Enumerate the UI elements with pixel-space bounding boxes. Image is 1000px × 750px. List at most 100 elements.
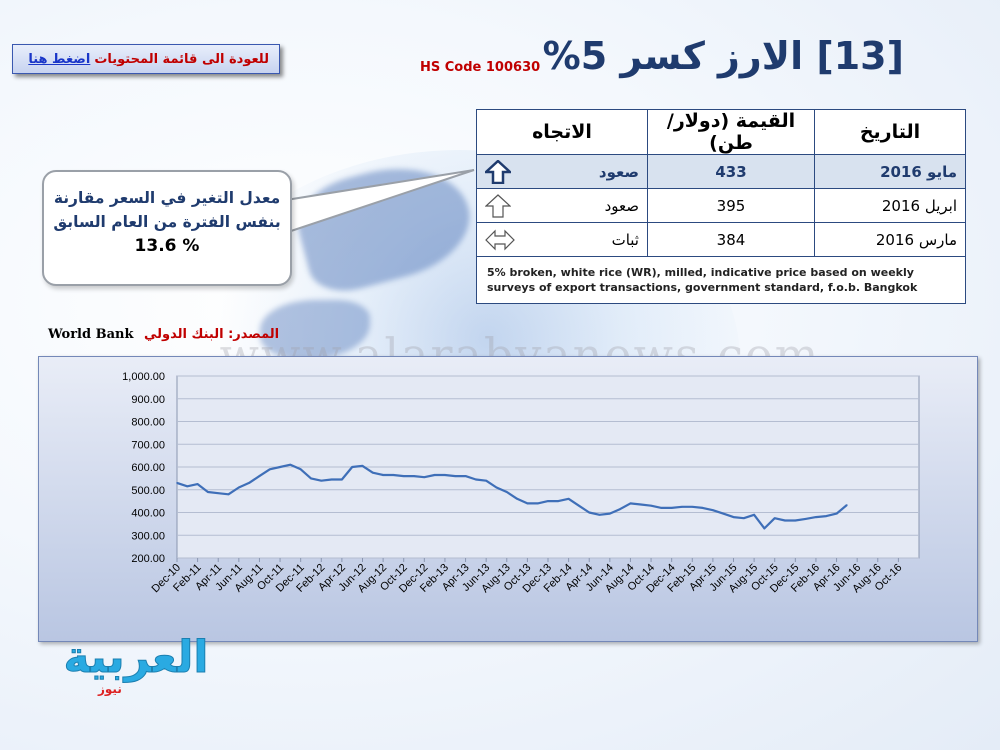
data-point xyxy=(712,509,714,512)
change-callout: معدل التغير في السعر مقارنة بنفس الفترة … xyxy=(42,170,292,286)
data-point xyxy=(320,479,323,482)
data-point xyxy=(382,474,384,476)
y-tick-label: 500.00 xyxy=(131,485,165,497)
y-tick-label: 800.00 xyxy=(131,417,165,429)
data-point xyxy=(701,507,704,509)
data-point xyxy=(639,503,642,506)
y-tick-label: 200.00 xyxy=(131,553,165,565)
data-point xyxy=(207,491,209,493)
data-point xyxy=(351,466,353,468)
back-to-contents-box: للعودة الى قائمة المحتويات اضغط هنا xyxy=(12,44,280,74)
logo-sub: نيوز xyxy=(98,682,122,696)
data-point xyxy=(609,512,611,515)
y-tick-label: 300.00 xyxy=(131,530,165,542)
direction-cell: صعود xyxy=(476,188,648,223)
price-table: الاتجاه القيمة (دولار/طن) التاريخ صعود 4… xyxy=(476,109,966,304)
series-line xyxy=(176,463,848,530)
data-point xyxy=(330,478,333,481)
data-point xyxy=(804,518,807,520)
back-to-contents-text: للعودة الى قائمة المحتويات xyxy=(94,51,269,67)
arrow-left-right-icon xyxy=(485,229,515,251)
data-point xyxy=(670,507,673,509)
data-point xyxy=(681,506,683,508)
data-point xyxy=(598,513,601,516)
data-point xyxy=(835,512,838,515)
data-point xyxy=(454,475,457,477)
data-point xyxy=(289,463,292,466)
table-header-row: الاتجاه القيمة (دولار/طن) التاريخ xyxy=(476,109,966,155)
data-point xyxy=(825,515,828,517)
data-point xyxy=(372,471,374,474)
data-point xyxy=(341,478,343,481)
data-point xyxy=(578,504,580,507)
data-point xyxy=(794,519,797,522)
arrow-up-icon xyxy=(485,194,511,218)
data-point xyxy=(526,502,529,505)
data-point xyxy=(217,492,220,494)
data-point xyxy=(516,498,518,500)
source-name: World Bank xyxy=(48,327,134,342)
data-point xyxy=(815,516,817,518)
direction-cell: ثبات xyxy=(476,222,648,257)
callout-line: بنفس الفترة من العام السابق xyxy=(53,213,281,231)
y-tick-label: 400.00 xyxy=(131,508,165,520)
map-landmass xyxy=(288,149,482,301)
header-date: التاريخ xyxy=(814,109,966,155)
value-cell: 384 xyxy=(647,222,815,257)
data-point xyxy=(485,479,487,482)
data-point xyxy=(186,485,189,488)
data-point xyxy=(413,475,415,477)
data-point xyxy=(475,478,477,481)
data-point xyxy=(722,512,724,515)
data-point xyxy=(753,513,755,516)
data-point xyxy=(227,493,230,496)
data-point xyxy=(196,483,199,485)
table-row: صعود 395 ابريل 2016 xyxy=(476,188,966,223)
value-cell: 395 xyxy=(647,188,815,223)
date-cell: مارس 2016 xyxy=(814,222,966,257)
arrow-up-icon xyxy=(485,160,511,184)
data-point xyxy=(846,504,848,506)
data-point xyxy=(588,511,591,514)
data-point xyxy=(423,476,426,479)
data-point xyxy=(444,474,446,476)
data-point xyxy=(660,507,663,509)
data-point xyxy=(557,500,560,502)
data-point xyxy=(691,506,694,508)
table-note-row: 5% broken, white rice (WR), milled, indi… xyxy=(476,256,966,304)
data-point xyxy=(629,502,632,505)
y-tick-label: 600.00 xyxy=(131,462,165,474)
table-row: ثبات 384 مارس 2016 xyxy=(476,222,966,257)
page-title: [13] الارز كسر 5% xyxy=(542,34,904,78)
logo-main: العربية xyxy=(63,632,209,684)
y-tick-label: 1,000.00 xyxy=(122,371,165,383)
data-point xyxy=(464,475,467,477)
data-point xyxy=(763,527,766,530)
header-value: القيمة (دولار/طن) xyxy=(647,109,815,155)
table-row: صعود 433 مايو 2016 xyxy=(476,154,966,189)
date-cell: مايو 2016 xyxy=(814,154,966,189)
data-point xyxy=(310,477,312,480)
chart-panel: 1,000.00 900.00 800.00 700.00 600.00 500.00 40… xyxy=(38,356,978,642)
data-point xyxy=(505,491,508,493)
data-point xyxy=(784,519,786,522)
data-point xyxy=(392,474,395,476)
data-point xyxy=(433,474,436,476)
data-point xyxy=(773,517,776,519)
direction-cell: صعود xyxy=(476,154,648,189)
data-point xyxy=(619,508,621,510)
alarabya-logo: العربية نيوز xyxy=(56,630,216,700)
hs-code: HS Code 100630 xyxy=(420,60,541,75)
header-direction: الاتجاه xyxy=(476,109,648,155)
data-point xyxy=(495,486,498,489)
data-point xyxy=(238,486,240,489)
data-point xyxy=(361,465,364,467)
callout-value: 13.6 % xyxy=(134,236,200,256)
y-tick-label: 700.00 xyxy=(131,439,165,451)
data-point xyxy=(299,468,302,471)
back-to-contents-link[interactable]: اضغط هنا xyxy=(28,51,91,67)
callout-line: معدل التغير في السعر مقارنة xyxy=(53,189,281,207)
table-note: 5% broken, white rice (WR), milled, indi… xyxy=(476,256,966,304)
date-cell: ابريل 2016 xyxy=(814,188,966,223)
data-point xyxy=(567,498,570,500)
